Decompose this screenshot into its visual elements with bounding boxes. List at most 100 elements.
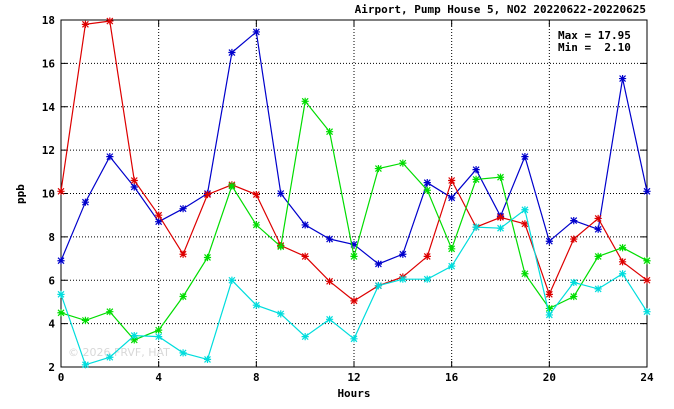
data-point bbox=[179, 292, 187, 301]
data-point bbox=[521, 153, 529, 161]
data-point bbox=[399, 250, 407, 258]
data-point bbox=[325, 235, 334, 243]
data-point bbox=[252, 221, 260, 229]
data-point bbox=[570, 278, 578, 287]
data-point bbox=[643, 257, 651, 265]
series-line bbox=[60, 30, 648, 265]
data-point bbox=[399, 159, 407, 167]
data-point bbox=[643, 308, 651, 316]
data-point bbox=[374, 164, 383, 173]
y-axis-label: ppb bbox=[14, 184, 27, 204]
data-point bbox=[130, 331, 138, 340]
data-point bbox=[301, 333, 309, 341]
data-point bbox=[106, 153, 114, 161]
data-point bbox=[618, 258, 627, 266]
data-point bbox=[521, 220, 529, 228]
data-point bbox=[374, 282, 383, 290]
data-point bbox=[57, 309, 65, 317]
data-point bbox=[594, 252, 602, 260]
data-point bbox=[594, 214, 602, 223]
data-point bbox=[448, 262, 456, 270]
data-point bbox=[130, 336, 138, 344]
y-tick-label: 6 bbox=[48, 274, 55, 287]
data-point bbox=[545, 290, 553, 298]
data-point bbox=[203, 190, 212, 199]
data-point bbox=[521, 270, 529, 278]
data-point bbox=[350, 335, 358, 343]
data-point bbox=[106, 308, 114, 316]
data-point bbox=[643, 276, 651, 284]
series-layer bbox=[57, 17, 651, 369]
data-point bbox=[81, 316, 90, 324]
y-tick-label: 12 bbox=[42, 144, 55, 157]
data-point bbox=[277, 243, 285, 251]
data-point bbox=[277, 189, 285, 198]
data-point bbox=[57, 290, 65, 298]
data-point bbox=[423, 275, 431, 283]
watermark: © 2026 FRVF, HAT bbox=[68, 346, 170, 359]
max-stat: Max = 17.95 bbox=[558, 29, 631, 42]
y-tick-label: 10 bbox=[42, 188, 55, 201]
y-tick-label: 16 bbox=[42, 57, 56, 70]
grid bbox=[61, 20, 647, 367]
data-point bbox=[252, 28, 260, 36]
data-point bbox=[301, 221, 309, 229]
data-point bbox=[472, 166, 480, 174]
data-point bbox=[618, 244, 627, 252]
data-point bbox=[228, 182, 236, 190]
y-tick-label: 18 bbox=[42, 14, 55, 27]
data-point bbox=[81, 361, 90, 369]
data-point bbox=[155, 326, 163, 334]
data-point bbox=[472, 175, 480, 184]
data-point bbox=[179, 205, 187, 213]
data-point bbox=[350, 240, 358, 249]
data-point bbox=[228, 276, 236, 284]
data-point bbox=[203, 253, 212, 262]
data-point bbox=[228, 48, 236, 57]
data-point bbox=[570, 292, 578, 301]
data-point bbox=[325, 128, 334, 136]
data-point bbox=[325, 315, 334, 323]
data-point bbox=[81, 198, 90, 206]
x-tick-label: 16 bbox=[445, 371, 459, 384]
data-point bbox=[423, 179, 431, 187]
data-point bbox=[545, 237, 553, 245]
data-point bbox=[155, 218, 163, 226]
data-point bbox=[618, 74, 627, 83]
data-point bbox=[57, 187, 65, 195]
data-point bbox=[643, 187, 651, 195]
y-tick-label: 8 bbox=[48, 231, 55, 244]
data-point bbox=[277, 310, 285, 318]
data-point bbox=[545, 304, 553, 313]
data-point bbox=[521, 206, 529, 214]
data-point bbox=[570, 217, 578, 225]
data-point bbox=[57, 257, 65, 265]
data-point bbox=[399, 275, 407, 283]
data-point bbox=[618, 270, 627, 278]
x-tick-label: 0 bbox=[58, 371, 65, 384]
data-point bbox=[130, 183, 138, 191]
series-3 bbox=[57, 97, 651, 344]
data-point bbox=[301, 97, 309, 105]
data-point bbox=[496, 173, 505, 181]
x-tick-label: 12 bbox=[347, 371, 360, 384]
min-stat: Min = 2.10 bbox=[558, 41, 631, 54]
x-tick-label: 24 bbox=[640, 371, 654, 384]
data-point bbox=[594, 285, 602, 293]
data-point bbox=[496, 213, 505, 221]
data-point bbox=[472, 223, 480, 231]
data-point bbox=[496, 224, 505, 232]
y-tick-label: 2 bbox=[48, 361, 55, 374]
data-point bbox=[106, 17, 114, 25]
data-point bbox=[81, 20, 90, 28]
data-point bbox=[252, 190, 260, 199]
x-tick-label: 20 bbox=[543, 371, 556, 384]
chart-title: Airport, Pump House 5, NO2 20220622-2022… bbox=[355, 3, 646, 16]
data-point bbox=[350, 297, 358, 305]
data-point bbox=[179, 250, 187, 258]
x-axis: 0 4 8 12 16 20 24 bbox=[58, 20, 654, 384]
data-point bbox=[203, 355, 212, 364]
y-tick-label: 14 bbox=[42, 101, 56, 114]
series-1 bbox=[57, 28, 651, 268]
